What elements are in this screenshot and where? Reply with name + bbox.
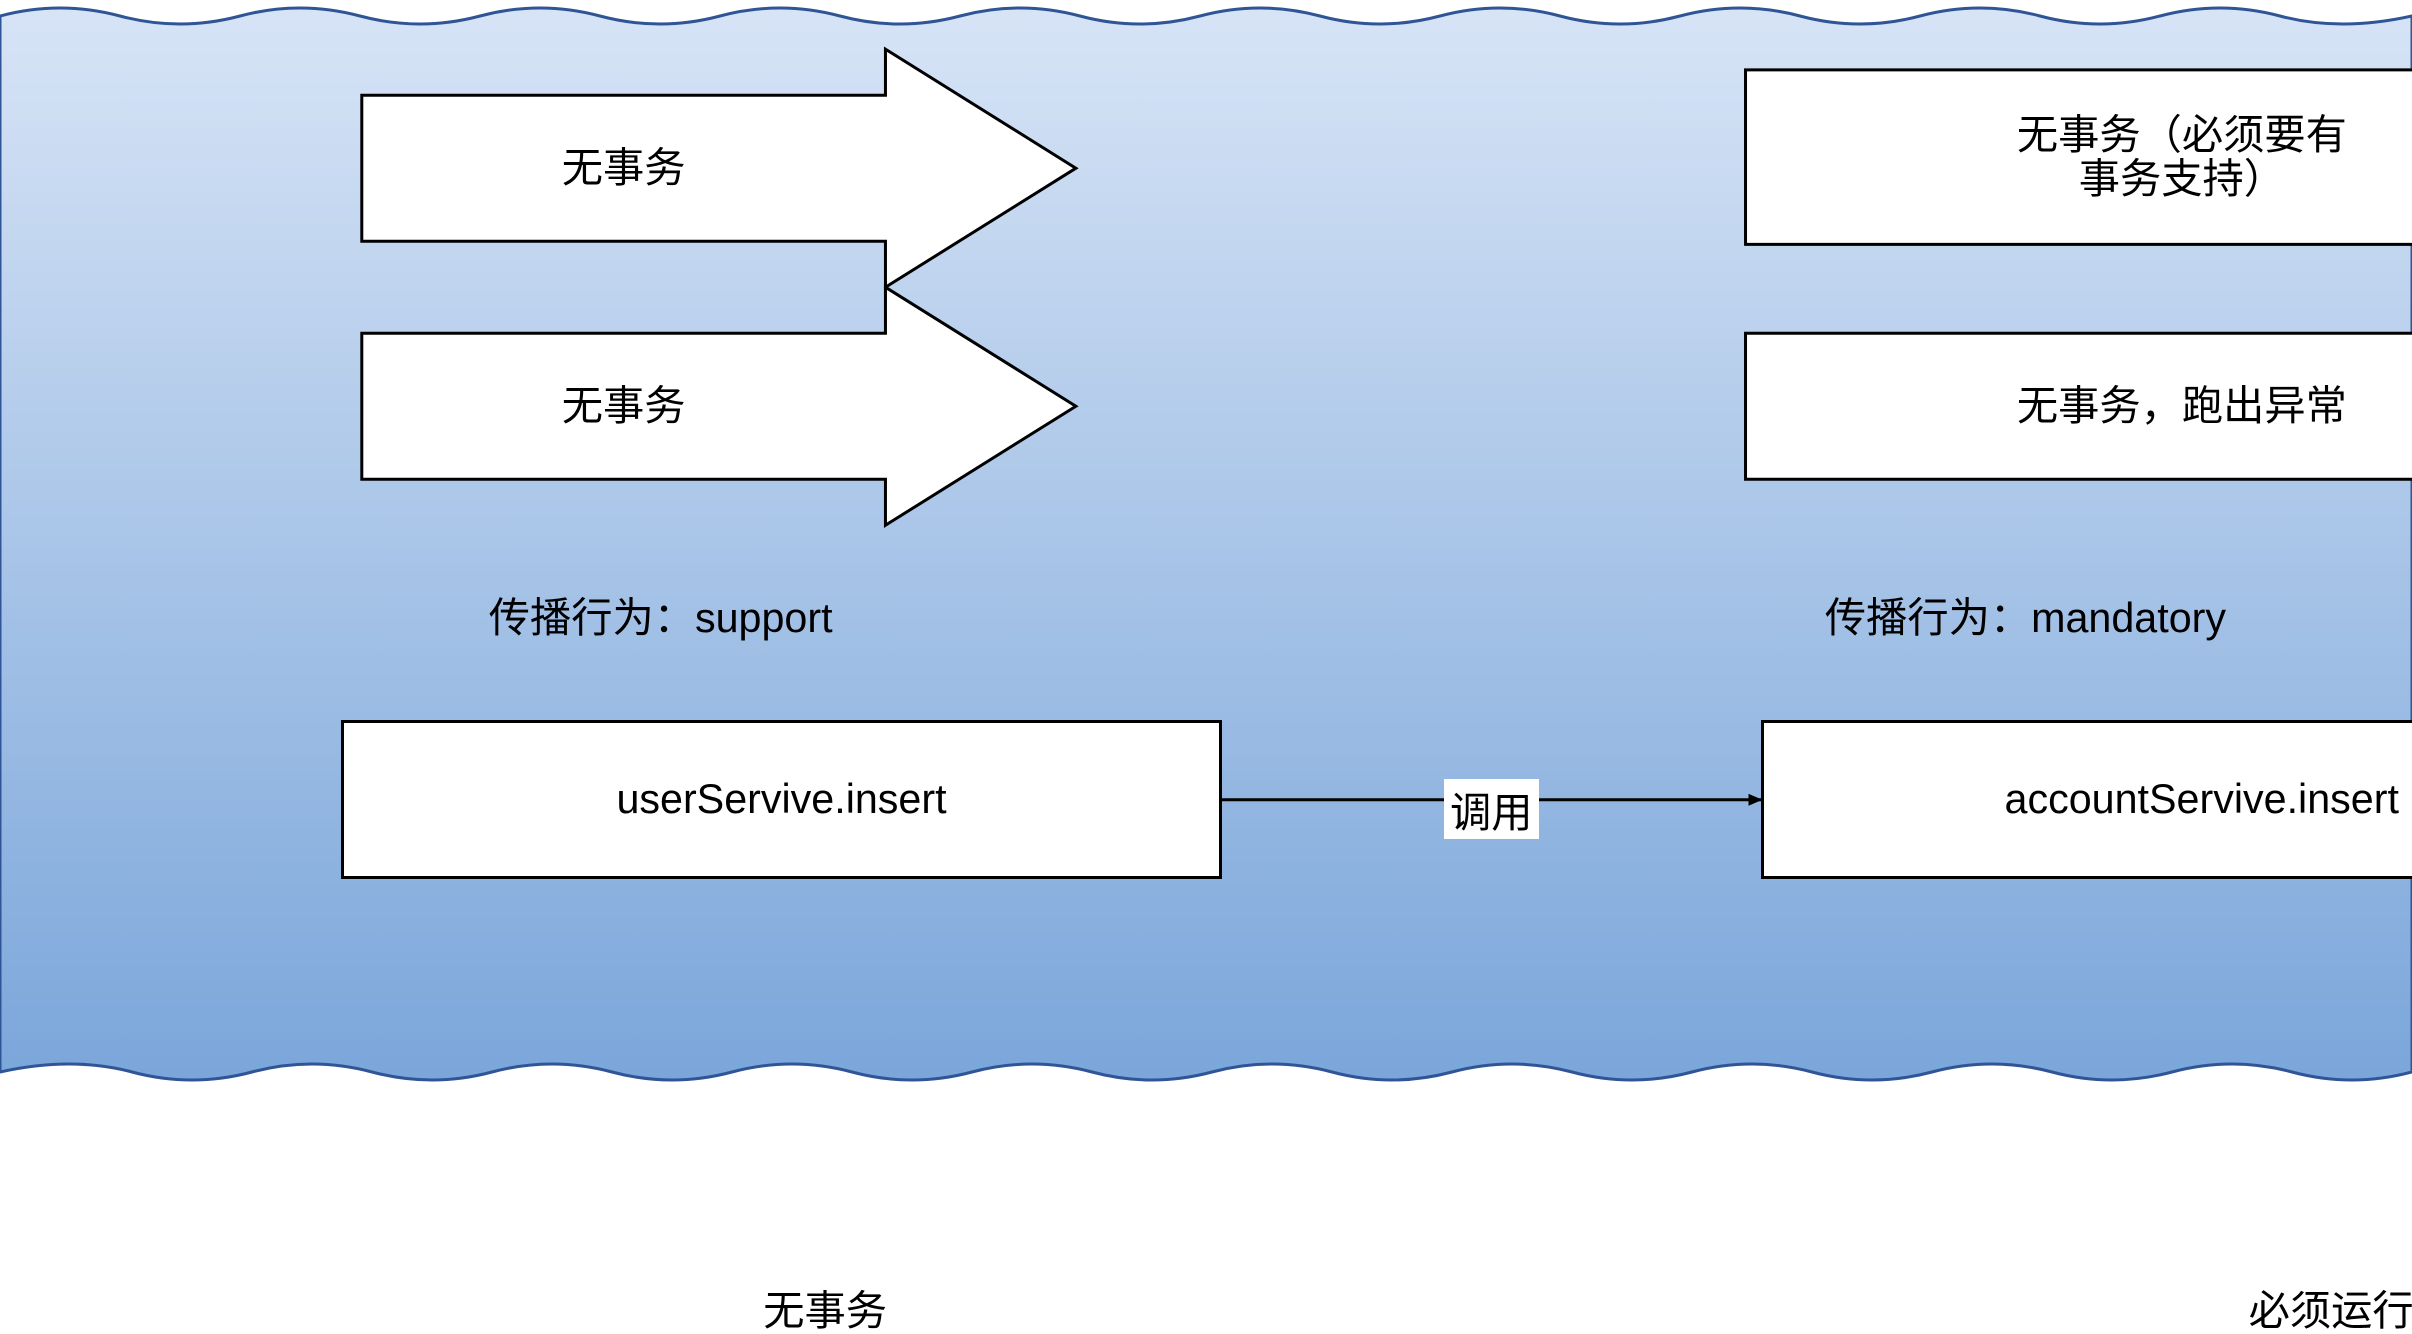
connector-label: 调用: [1444, 779, 1539, 839]
service-box-right: accountServive.insert: [1761, 720, 2412, 879]
diagram-stage: 传播行为：support 传播行为：mandatory userServive.…: [0, 0, 2412, 1088]
propagation-label-left: 传播行为：support: [489, 584, 833, 644]
propagation-label-right: 传播行为：mandatory: [1825, 584, 2226, 644]
arrow-left-top-1-text: 无事务: [362, 384, 886, 428]
arrow-left-top-0-text: 无事务: [362, 146, 886, 190]
arrow-right-top-0-text: 无事务（必须要有 事务支持）: [1746, 113, 2412, 202]
arrow-left-bottom-text: 无事务: [571, 1289, 1079, 1333]
service-box-left-text: userServive.insert: [616, 776, 946, 823]
service-box-right-text: accountServive.insert: [2005, 776, 2399, 823]
arrow-right-bottom-text: 必须运行在事务内: [2063, 1289, 2412, 1333]
arrow-right-top-1-text: 无事务，跑出异常: [1746, 384, 2412, 428]
service-box-left: userServive.insert: [341, 720, 1222, 879]
